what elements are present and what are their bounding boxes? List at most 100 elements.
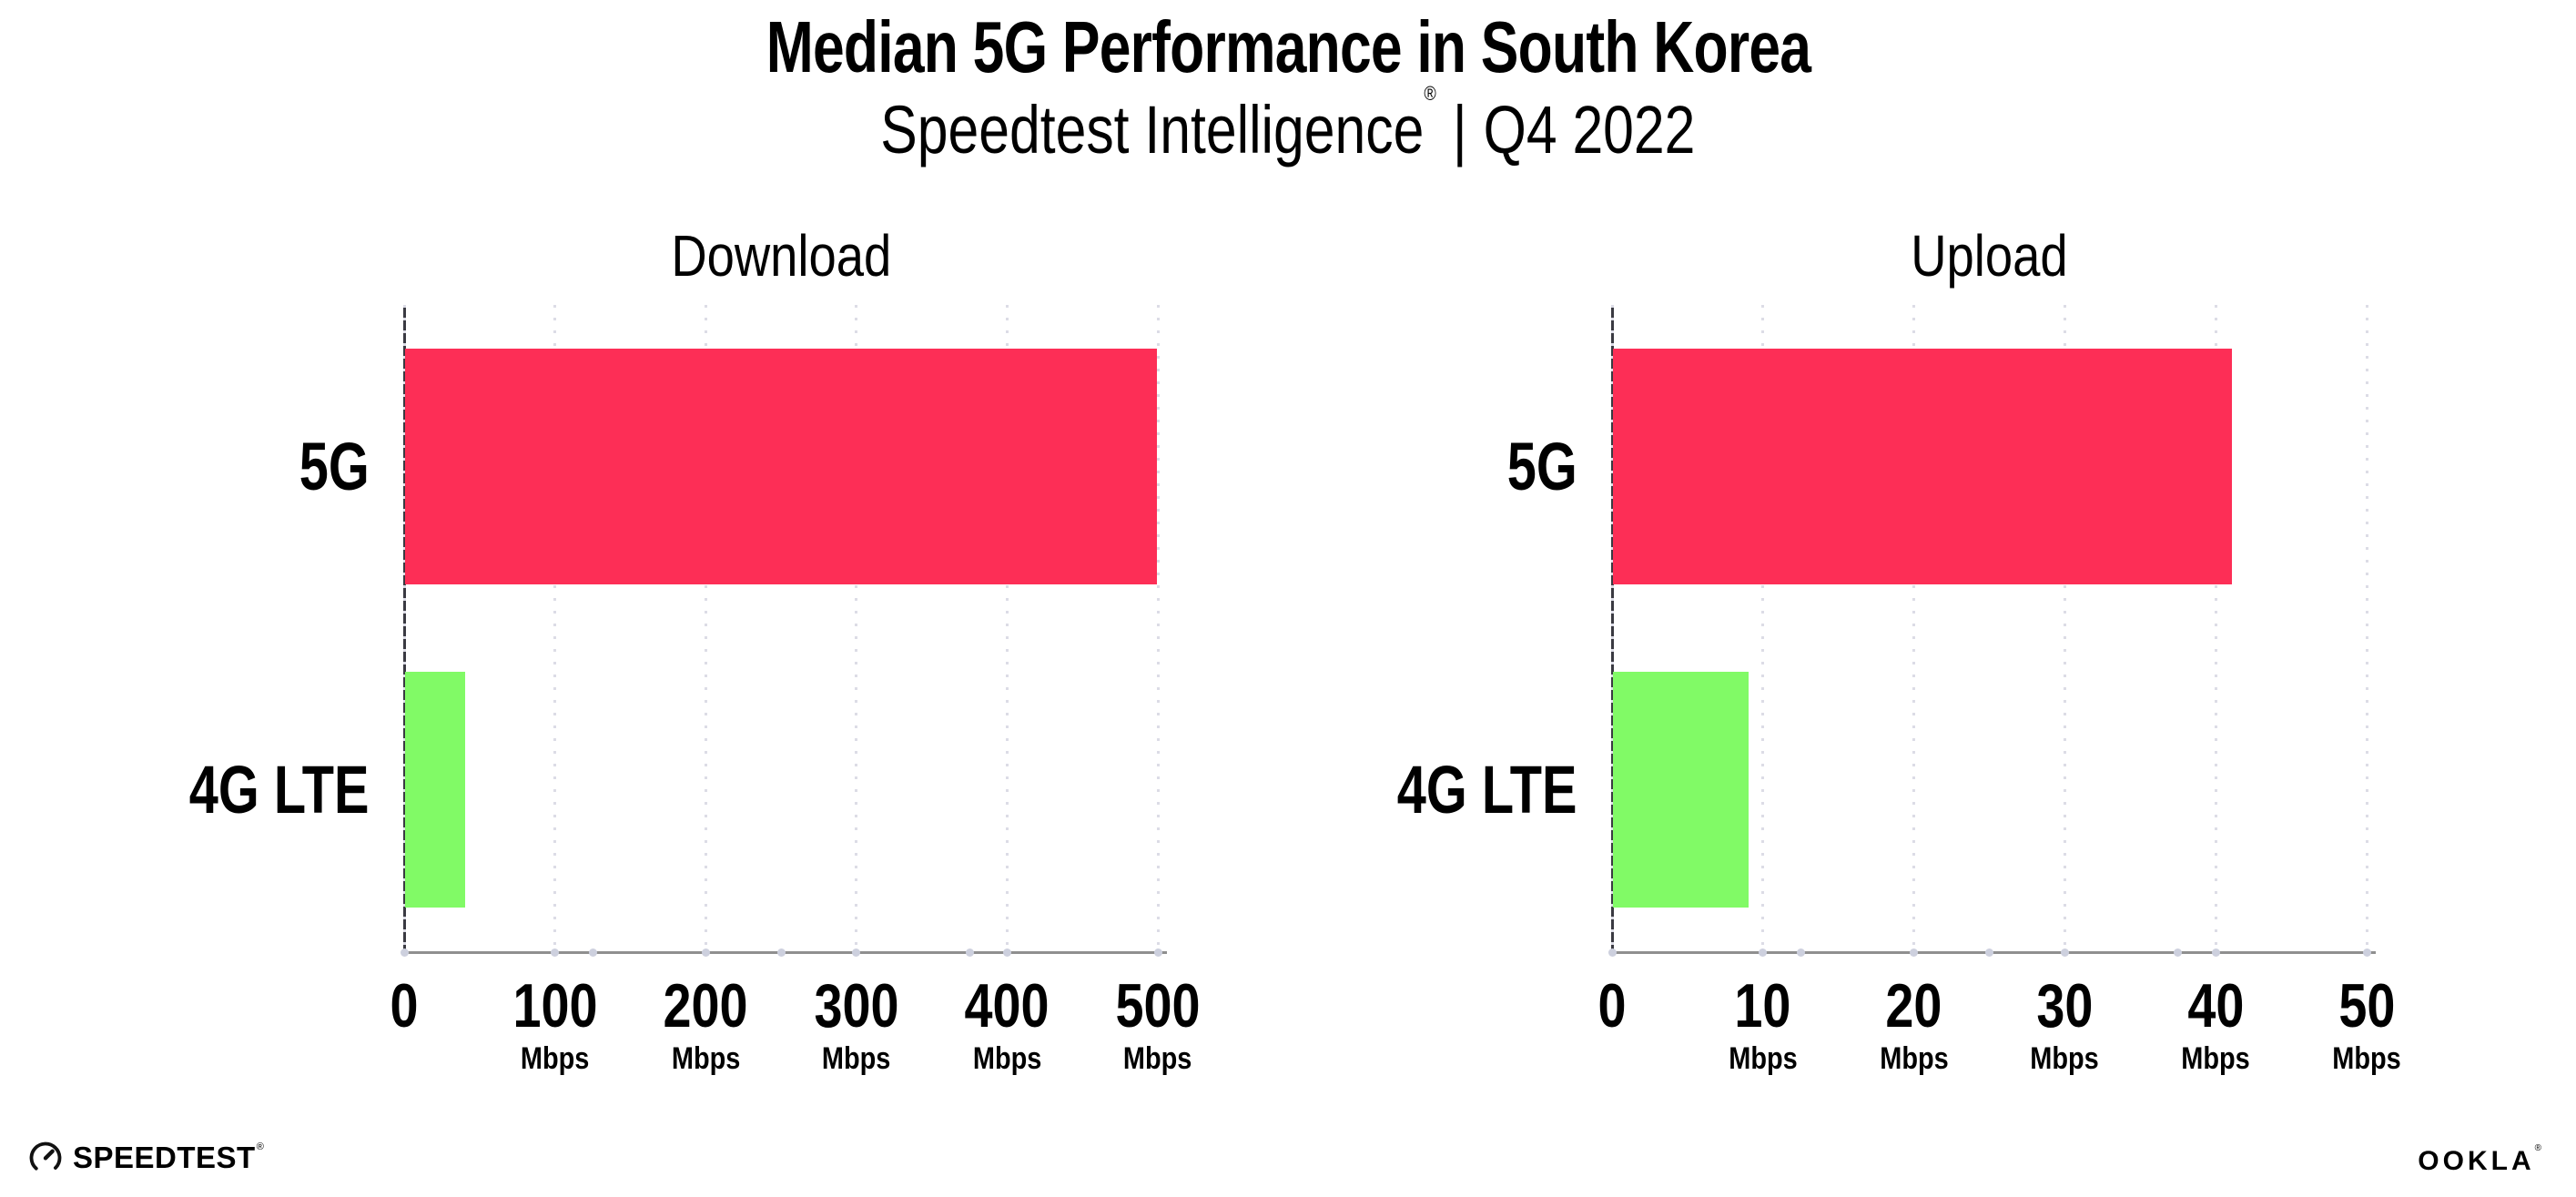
page-title-text: Median 5G Performance in South Korea [766,6,1810,87]
x-tick: 400 Mbps [956,971,1059,1077]
ookla-trademark-symbol: ® [2534,1143,2545,1153]
bar-4g-lte [405,672,466,908]
x-tick-value: 50 [2327,971,2408,1040]
axis-tick-dot [551,948,560,957]
axis-tick-dot [1607,948,1617,957]
x-tick-value: 40 [2175,971,2257,1040]
x-tick-unit-text: Mbps [1729,1041,1798,1077]
ookla-logo: OOKLA® [2418,1143,2545,1176]
x-tick-unit: Mbps [2175,1041,2257,1077]
category-label-text: 4G LTE [189,751,370,827]
upload-chart-title-text: Upload [1911,223,2068,289]
registered-trademark-symbol: ® [1424,82,1436,106]
x-tick-unit-text: Mbps [972,1041,1042,1077]
x-tick: 40 Mbps [2175,971,2257,1077]
gridline [1610,305,1614,951]
axis-quarter-dot [776,948,786,957]
gridline [1761,305,1765,951]
x-tick-value: 300 [805,971,908,1040]
x-axis-line [1611,951,2376,954]
x-tick-unit: Mbps [1873,1041,1954,1077]
x-tick-value: 400 [956,971,1059,1040]
download-plot-area [400,305,1167,957]
x-tick-unit: Mbps [503,1041,606,1077]
x-tick-unit: Mbps [1722,1041,1803,1077]
gridline [1912,305,1916,951]
page-title: Median 5G Performance in South Korea [0,9,2576,86]
x-tick-value: 500 [1106,971,1209,1040]
x-tick-unit-text: Mbps [520,1041,590,1077]
subtitle-period: Q4 2022 [1483,92,1696,167]
x-tick-unit: Mbps [1106,1041,1209,1076]
gridline [1005,305,1009,951]
x-tick-value: 20 [1873,971,1954,1040]
x-tick-value-text: 500 [1115,971,1201,1040]
bar-4g-lte [1613,672,1749,908]
x-tick-value-text: 300 [814,971,899,1040]
category-label-text: 5G [299,428,370,504]
x-tick-value-text: 0 [1597,971,1627,1040]
bar-5g [405,349,1158,584]
x-tick-value-text: 20 [1885,971,1942,1040]
axis-tick-dot [2211,948,2220,957]
x-tick: 100 Mbps [503,973,606,1077]
upload-chart-title: Upload [1612,223,2367,289]
category-label: 4G LTE [0,745,370,836]
x-tick-value-text: 400 [964,971,1050,1040]
x-tick-unit-text: Mbps [671,1041,740,1077]
category-label-text: 5G [1506,428,1577,504]
x-tick: 200 Mbps [654,971,756,1077]
x-tick-value-text: 10 [1734,971,1791,1040]
download-chart-title-text: Download [671,223,891,289]
x-tick-value: 200 [654,971,756,1040]
speedtest-logo: SPEEDTEST ® [27,1140,264,1176]
x-tick-unit: Mbps [805,1041,908,1076]
category-label: 5G [0,421,370,512]
x-tick-value: 10 [1722,971,1803,1040]
x-tick: 10 Mbps [1722,971,1803,1077]
x-axis-line [403,951,1167,954]
gridline [402,305,406,951]
gridline [553,305,557,951]
x-tick: 0 [1595,971,1629,1040]
x-tick: 50 Mbps [2327,971,2408,1077]
x-tick-unit: Mbps [2024,1041,2105,1077]
x-tick-value-text: 200 [663,971,748,1040]
category-label: 5G [1195,421,1577,512]
axis-quarter-dot [588,948,597,957]
category-label-text: 4G LTE [1397,751,1577,827]
x-tick-value: 100 [503,973,606,1039]
axis-tick-dot [1910,948,1919,957]
brand-name: Speedtest Intelligence [880,92,1425,167]
gridline [855,305,858,951]
page-subtitle: Speedtest Intelligence® | Q4 2022 [0,82,2576,167]
bar-5g [1613,349,2232,584]
x-tick-unit-text: Mbps [2332,1041,2401,1077]
axis-tick-dot [1153,948,1162,957]
x-tick-unit: Mbps [956,1041,1059,1077]
x-tick-value-text: 40 [2187,971,2245,1040]
x-tick: 20 Mbps [1873,971,1954,1077]
download-chart-title: Download [404,223,1158,289]
x-tick-value-text: 50 [2338,971,2396,1040]
x-tick-unit-text: Mbps [2030,1041,2100,1077]
category-label: 4G LTE [1195,745,1577,836]
axis-tick-dot [400,948,409,957]
speedtest-trademark-symbol: ® [256,1141,264,1152]
figure-footer: SPEEDTEST ® OOKLA® [0,1134,2576,1185]
x-tick-unit-text: Mbps [1879,1041,1949,1077]
x-tick-unit-text: Mbps [2181,1041,2250,1077]
gridline [704,305,707,951]
axis-tick-dot [852,948,861,957]
x-tick-value-text: 30 [2036,971,2094,1040]
axis-tick-dot [1759,948,1768,957]
x-tick: 500 Mbps [1106,971,1209,1077]
axis-quarter-dot [965,948,974,957]
axis-tick-dot [701,948,710,957]
x-tick-value-text: 0 [390,971,419,1040]
x-tick: 300 Mbps [805,971,908,1077]
x-tick-unit: Mbps [2327,1041,2408,1077]
